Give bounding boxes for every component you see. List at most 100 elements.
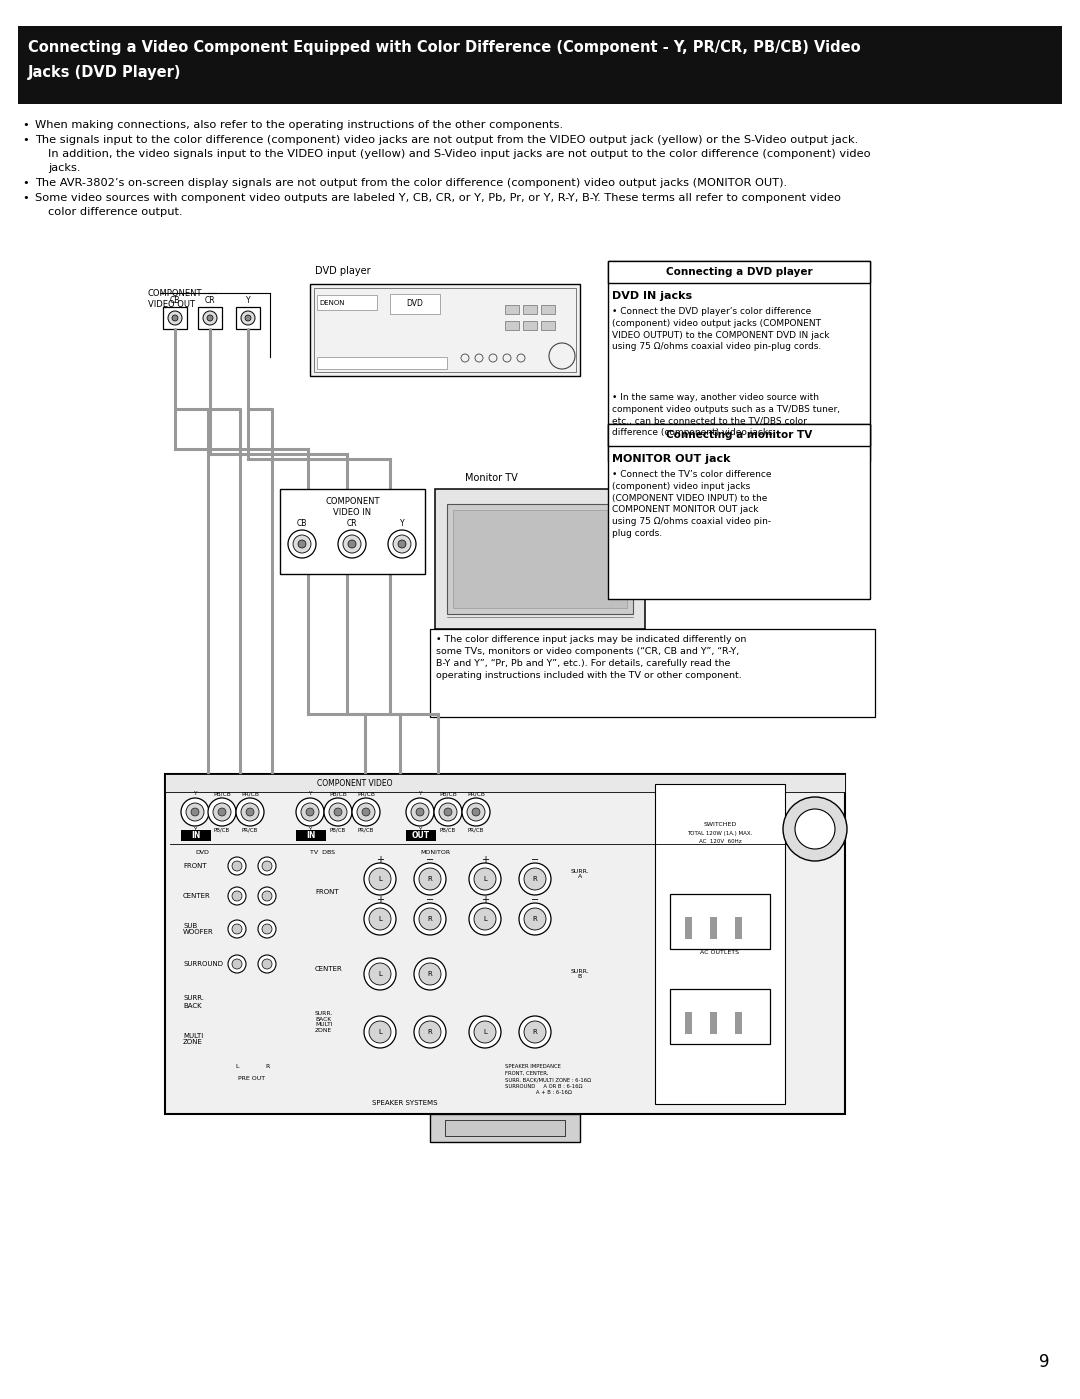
Circle shape <box>467 803 485 821</box>
Circle shape <box>369 1021 391 1044</box>
Bar <box>163 306 187 329</box>
Text: SPEAKER SYSTEMS: SPEAKER SYSTEMS <box>373 1100 437 1107</box>
Text: FRONT: FRONT <box>183 863 206 869</box>
Circle shape <box>288 530 316 558</box>
Text: MONITOR OUT jack: MONITOR OUT jack <box>612 455 730 464</box>
Bar <box>198 306 222 329</box>
Bar <box>390 294 440 313</box>
Text: •: • <box>22 178 29 187</box>
Circle shape <box>203 311 217 325</box>
Text: DENON: DENON <box>319 299 345 306</box>
Circle shape <box>519 902 551 935</box>
Circle shape <box>338 530 366 558</box>
Bar <box>165 774 845 1114</box>
Text: PB/CB: PB/CB <box>329 827 346 832</box>
Circle shape <box>624 553 636 565</box>
Circle shape <box>301 803 319 821</box>
Bar <box>541 320 555 330</box>
Text: +: + <box>481 895 489 905</box>
Text: • Connect the TV’s color difference
(component) video input jacks
(COMPONENT VID: • Connect the TV’s color difference (com… <box>612 470 771 539</box>
Circle shape <box>783 797 847 860</box>
Text: COMPONENT: COMPONENT <box>325 497 380 506</box>
Text: R: R <box>532 876 538 881</box>
Text: •: • <box>22 134 29 145</box>
Bar <box>430 1114 580 1142</box>
Circle shape <box>444 809 453 816</box>
Text: R: R <box>428 1030 432 1035</box>
Circle shape <box>241 311 255 325</box>
Circle shape <box>258 921 276 937</box>
Bar <box>608 424 870 599</box>
Text: CENTER: CENTER <box>183 893 211 900</box>
Text: PR/CB: PR/CB <box>357 790 375 796</box>
Bar <box>654 783 785 1104</box>
Text: DVD: DVD <box>406 299 423 309</box>
Circle shape <box>298 540 306 548</box>
Text: −: − <box>531 855 539 865</box>
Text: +: + <box>376 895 384 905</box>
Circle shape <box>393 534 411 553</box>
Text: Jacks (DVD Player): Jacks (DVD Player) <box>28 64 181 80</box>
Circle shape <box>232 958 242 970</box>
Text: +: + <box>376 855 384 865</box>
Circle shape <box>364 863 396 895</box>
Text: When making connections, also refer to the operating instructions of the other c: When making connections, also refer to t… <box>35 120 563 130</box>
Circle shape <box>228 887 246 905</box>
Circle shape <box>262 923 272 935</box>
Circle shape <box>434 797 462 825</box>
Circle shape <box>324 797 352 825</box>
Bar <box>670 894 770 949</box>
Text: R: R <box>532 1030 538 1035</box>
Circle shape <box>524 1021 546 1044</box>
Text: AC  120V  60Hz: AC 120V 60Hz <box>699 839 741 844</box>
Text: MULTI
ZONE: MULTI ZONE <box>183 1032 203 1045</box>
Circle shape <box>419 963 441 985</box>
Bar <box>318 357 447 369</box>
Circle shape <box>237 797 264 825</box>
Text: PB/CB: PB/CB <box>440 827 456 832</box>
Bar <box>523 320 537 330</box>
Circle shape <box>414 902 446 935</box>
Circle shape <box>474 908 496 930</box>
Circle shape <box>232 923 242 935</box>
Circle shape <box>795 809 835 849</box>
Circle shape <box>293 534 311 553</box>
Bar <box>608 262 870 283</box>
Text: Y: Y <box>308 790 312 796</box>
Text: Y: Y <box>400 519 404 527</box>
Text: 9: 9 <box>1039 1353 1050 1371</box>
Circle shape <box>362 809 370 816</box>
Text: •: • <box>22 193 29 203</box>
Circle shape <box>411 803 429 821</box>
Text: CENTER: CENTER <box>315 965 342 972</box>
Bar <box>406 830 436 841</box>
Text: • In the same way, another video source with
component video outputs such as a T: • In the same way, another video source … <box>612 393 840 438</box>
Text: Y: Y <box>418 790 422 796</box>
Text: SURR.
A: SURR. A <box>570 869 590 880</box>
Circle shape <box>258 858 276 874</box>
Circle shape <box>208 797 237 825</box>
Text: SURROUND: SURROUND <box>183 961 222 967</box>
Bar <box>670 989 770 1044</box>
Circle shape <box>348 540 356 548</box>
Circle shape <box>419 908 441 930</box>
Text: L: L <box>483 916 487 922</box>
Circle shape <box>262 891 272 901</box>
Text: SURR.
B: SURR. B <box>570 968 590 979</box>
Text: PB/CB: PB/CB <box>213 790 231 796</box>
Bar <box>685 1011 692 1034</box>
Text: L: L <box>378 971 382 977</box>
Text: L: L <box>378 876 382 881</box>
Circle shape <box>191 809 199 816</box>
Circle shape <box>469 1016 501 1048</box>
Circle shape <box>329 803 347 821</box>
Circle shape <box>168 311 183 325</box>
Text: SURR.
BACK: SURR. BACK <box>183 996 204 1009</box>
Circle shape <box>369 867 391 890</box>
Circle shape <box>462 797 490 825</box>
Circle shape <box>228 921 246 937</box>
Circle shape <box>364 1016 396 1048</box>
Text: Connecting a DVD player: Connecting a DVD player <box>665 267 812 277</box>
Text: VIDEO OUT: VIDEO OUT <box>148 299 195 309</box>
Text: • The color difference input jacks may be indicated differently on
some TVs, mon: • The color difference input jacks may b… <box>436 635 746 680</box>
